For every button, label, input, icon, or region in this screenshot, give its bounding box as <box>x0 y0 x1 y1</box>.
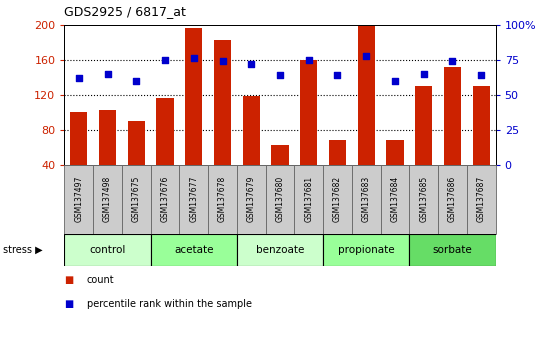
Point <box>276 72 284 78</box>
Bar <box>185 28 202 200</box>
Bar <box>156 98 174 200</box>
Text: GDS2925 / 6817_at: GDS2925 / 6817_at <box>64 5 186 18</box>
Bar <box>265 165 295 234</box>
Text: GSM137687: GSM137687 <box>477 176 486 222</box>
Text: ■: ■ <box>64 275 74 285</box>
Point <box>189 56 198 61</box>
Point <box>304 57 313 63</box>
Bar <box>300 60 318 200</box>
Text: acetate: acetate <box>174 245 213 255</box>
Text: GSM137675: GSM137675 <box>132 176 141 222</box>
Bar <box>242 96 260 200</box>
Bar <box>386 140 404 200</box>
Bar <box>323 165 352 234</box>
Bar <box>323 234 409 266</box>
Bar <box>93 165 122 234</box>
Bar <box>237 165 265 234</box>
Point <box>362 53 371 58</box>
Text: propionate: propionate <box>338 245 395 255</box>
Bar <box>208 165 237 234</box>
Point <box>132 78 141 84</box>
Text: GSM137682: GSM137682 <box>333 176 342 222</box>
Text: GSM137678: GSM137678 <box>218 176 227 222</box>
Bar <box>237 234 323 266</box>
Bar <box>409 165 438 234</box>
Point <box>103 71 112 76</box>
Point <box>419 71 428 76</box>
Text: GSM137680: GSM137680 <box>276 176 284 222</box>
Point <box>390 78 399 84</box>
Bar <box>473 86 490 200</box>
Bar <box>70 112 87 200</box>
Text: GSM137497: GSM137497 <box>74 176 83 222</box>
Bar <box>295 165 323 234</box>
Text: GSM137677: GSM137677 <box>189 176 198 222</box>
Bar <box>151 165 179 234</box>
Text: GSM137498: GSM137498 <box>103 176 112 222</box>
Bar <box>151 234 237 266</box>
Bar <box>122 165 151 234</box>
Bar <box>352 165 381 234</box>
Bar <box>409 234 496 266</box>
Bar <box>444 67 461 200</box>
Bar <box>99 110 116 200</box>
Bar <box>64 165 93 234</box>
Text: GSM137676: GSM137676 <box>161 176 170 222</box>
Bar <box>64 234 151 266</box>
Text: percentile rank within the sample: percentile rank within the sample <box>87 299 252 309</box>
Bar <box>214 40 231 200</box>
Text: GSM137679: GSM137679 <box>247 176 256 222</box>
Text: GSM137683: GSM137683 <box>362 176 371 222</box>
Bar <box>381 165 409 234</box>
Text: ■: ■ <box>64 299 74 309</box>
Point <box>448 58 457 64</box>
Point <box>333 72 342 78</box>
Bar <box>329 140 346 200</box>
Point <box>74 75 83 81</box>
Text: control: control <box>90 245 125 255</box>
Point <box>161 57 170 63</box>
Bar <box>179 165 208 234</box>
Bar <box>415 86 432 200</box>
Bar <box>467 165 496 234</box>
Text: GSM137684: GSM137684 <box>390 176 399 222</box>
Text: sorbate: sorbate <box>433 245 472 255</box>
Point <box>218 58 227 64</box>
Text: benzoate: benzoate <box>256 245 304 255</box>
Bar <box>438 165 467 234</box>
Text: GSM137681: GSM137681 <box>304 176 313 222</box>
Text: GSM137686: GSM137686 <box>448 176 457 222</box>
Bar <box>128 121 145 200</box>
Point <box>477 72 486 78</box>
Text: stress ▶: stress ▶ <box>3 245 43 255</box>
Text: GSM137685: GSM137685 <box>419 176 428 222</box>
Bar <box>358 25 375 200</box>
Bar <box>272 145 288 200</box>
Point <box>247 61 256 67</box>
Text: count: count <box>87 275 114 285</box>
